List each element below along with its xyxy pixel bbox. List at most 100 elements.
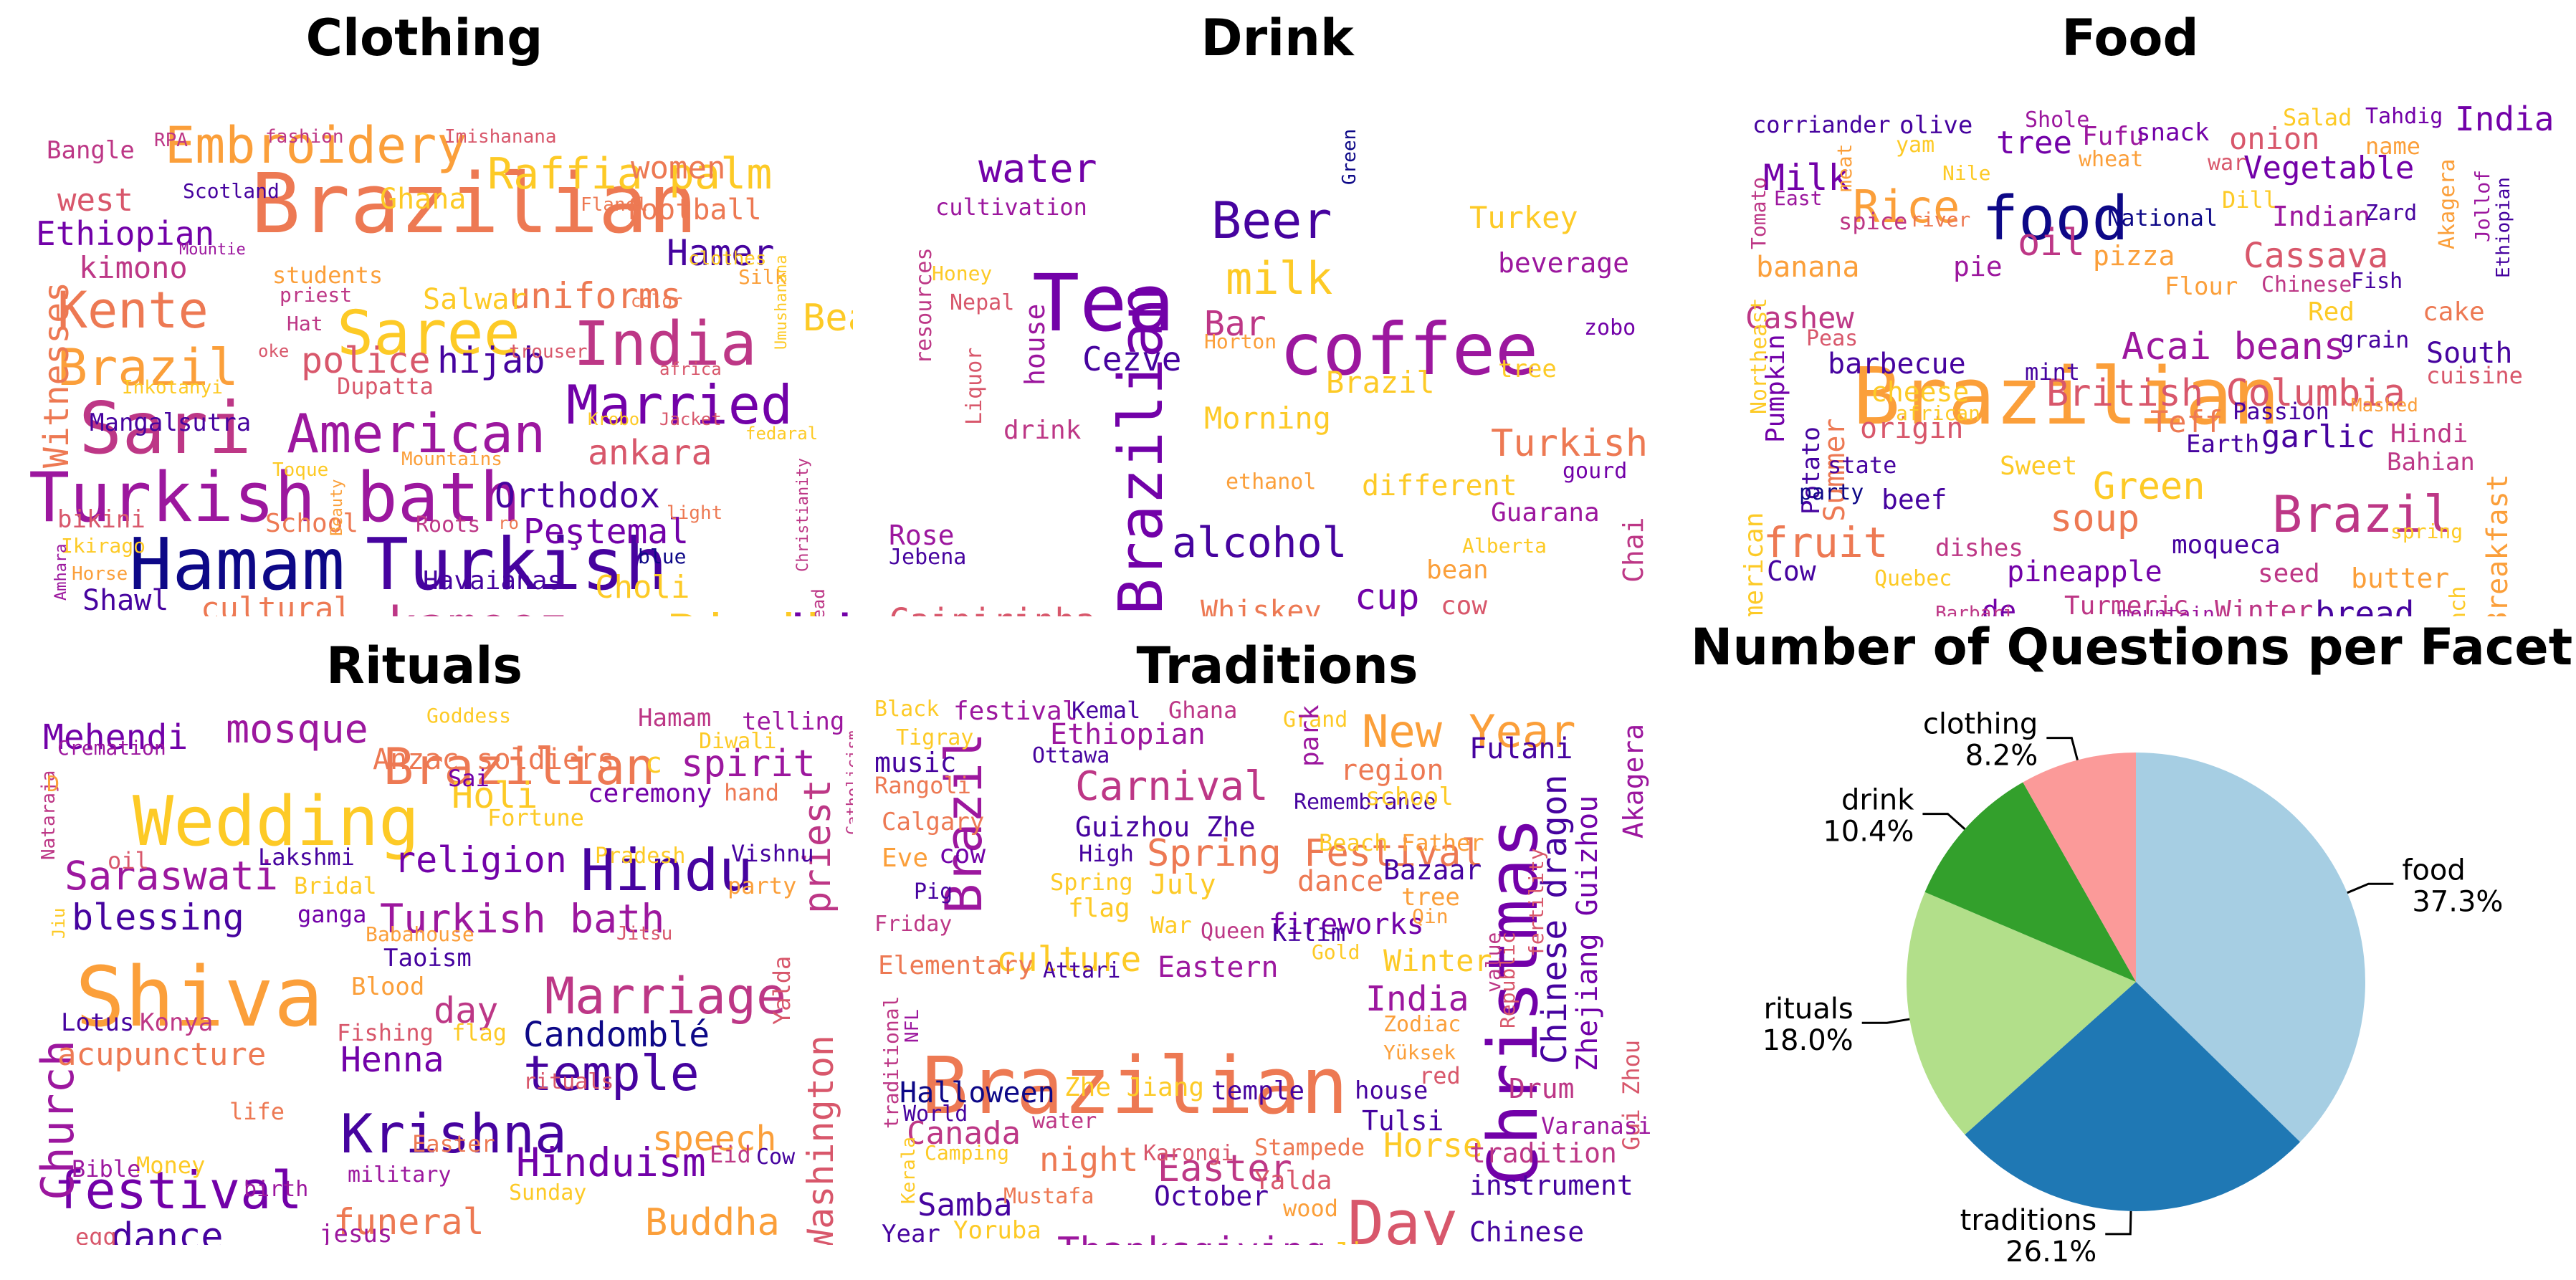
traditions-word: Grand (1283, 707, 1348, 732)
traditions-word: Black (874, 699, 940, 722)
traditions-word: night (1039, 1140, 1139, 1179)
drink-word: bean (1426, 555, 1489, 585)
drink-word: Whiskey (1201, 595, 1322, 616)
food-word: yam (1896, 133, 1935, 158)
clothing-word: Orthodox (495, 476, 661, 516)
drink-word: Morning (1204, 401, 1332, 436)
traditions-word: Akagera (1618, 723, 1649, 839)
rituals-word: birth (244, 1177, 309, 1202)
food-word: Salad (2283, 104, 2352, 131)
traditions-word: Zhe Jiang (1064, 1073, 1205, 1102)
clothing-word: Toque (272, 459, 329, 481)
clothing-word: kimono (79, 250, 188, 285)
food-word: Winter (2215, 595, 2314, 616)
drink-word: Tea (1032, 257, 1175, 349)
pie-percent-rituals: 18.0% (1762, 1024, 1854, 1057)
rituals-word: D (47, 772, 60, 797)
food-word: origin (1860, 412, 1964, 445)
food-word: cheese (1871, 376, 1970, 408)
pie-percent-traditions: 26.1% (2005, 1236, 2096, 1261)
traditions-word: Stampede (1254, 1134, 1365, 1161)
drink-word: Jebena (889, 545, 967, 570)
traditions-word: tradition (1469, 1137, 1617, 1169)
drink-word: Liquor (962, 347, 987, 425)
drink-wordcloud: Tea coffee Brazilian Beer milk alcohol water Tu… (867, 70, 1699, 616)
traditions-word: Canada (907, 1115, 1021, 1152)
drink-word: Brazilian (1106, 285, 1177, 615)
traditions-word: July (1150, 869, 1216, 900)
traditions-word: cow (939, 840, 986, 869)
food-word: war (2208, 151, 2247, 176)
food-word: spring (2390, 520, 2463, 543)
rituals-word: Brazilian (383, 737, 656, 796)
rituals-word: spirit (681, 742, 816, 785)
pie-slice-rituals (1907, 892, 2136, 1135)
clothing-word: Krobo (588, 409, 640, 429)
traditions-word: tree (1401, 883, 1460, 912)
food-word: British Columbia (2046, 372, 2405, 415)
drink-word: cow (1441, 591, 1488, 617)
clothing-word: Imishanana (444, 126, 557, 148)
rituals-word: day (434, 990, 499, 1031)
clothing-word: Sari (79, 386, 252, 470)
clothing-word: Horse (72, 563, 128, 585)
food-word: garlic (2261, 419, 2375, 455)
rituals-word: Vishnu (731, 840, 814, 867)
rituals-word: Krishna (340, 1102, 568, 1165)
pie-label-clothing: clothing (1923, 708, 2038, 741)
rituals-word: dance (111, 1215, 224, 1245)
rituals-word: jesus (319, 1220, 393, 1245)
clothing-word: Scotland (183, 179, 280, 203)
food-word: river (1910, 208, 1971, 231)
pie-leader-line (1861, 1018, 1910, 1024)
traditions-word: Halloween (900, 1076, 1055, 1109)
clothing-word: Shawl (82, 584, 169, 616)
rituals-word: Cow (756, 1145, 796, 1170)
traditions-word: flag (1068, 894, 1130, 923)
clothing-word: women (631, 150, 726, 186)
rituals-word: Konya (140, 1008, 214, 1037)
rituals-word: Blood (351, 973, 425, 1001)
traditions-word: Guizhou Zhe (1075, 811, 1256, 843)
traditions-word: Winter (1383, 943, 1492, 978)
drink-word: alcohol (1172, 518, 1347, 567)
traditions-word: War (1150, 912, 1192, 939)
food-word: Northeast (1747, 297, 1772, 414)
rituals-word: Bible (72, 1155, 141, 1183)
traditions-word: Karongi (1143, 1141, 1234, 1166)
drink-word: Chai (1618, 517, 1649, 583)
rituals-word: life (229, 1098, 285, 1125)
food-word: Tahdig (2365, 104, 2443, 129)
pie-percent-food: 37.3% (2412, 885, 2503, 918)
clothing-word: Christianity (794, 458, 812, 572)
rituals-word: Washington (800, 1034, 841, 1245)
clothing-word: American (287, 402, 546, 465)
traditions-word: culture (996, 940, 1142, 980)
traditions-word: Friday (874, 912, 953, 937)
food-word: dishes (1935, 534, 2023, 563)
pie-label-rituals: rituals (1764, 993, 1854, 1026)
rituals-word: ceremony (588, 779, 712, 808)
traditions-word: wood (1283, 1195, 1339, 1222)
clothing-word: Hamam (129, 522, 345, 606)
traditions-word: Day (1347, 1188, 1458, 1245)
clothing-word: Married (566, 373, 793, 436)
clothing-word: oke (258, 341, 290, 361)
drink-word: Bar (1204, 304, 1266, 344)
food-word: Quebec (1874, 566, 1952, 591)
food-word: Lunch (2446, 586, 2471, 616)
clothing-word: west (57, 182, 133, 219)
food-word: snack (2136, 118, 2210, 147)
traditions-word: Horse (1383, 1126, 1483, 1165)
food-word: Zard (2365, 201, 2418, 226)
traditions-word: Rangoli (874, 772, 971, 799)
rituals-word: oil (108, 847, 149, 874)
drink-word: house (1019, 303, 1051, 386)
drink-word: tree (1498, 355, 1557, 383)
rituals-word: Cremation (57, 736, 166, 760)
traditions-word: Year (882, 1220, 940, 1245)
food-word: african (1896, 401, 1981, 425)
rituals-word: Pradesh (595, 844, 686, 869)
food-word: Tomato (1747, 176, 1770, 249)
clothing-word: Bangle (47, 136, 135, 165)
